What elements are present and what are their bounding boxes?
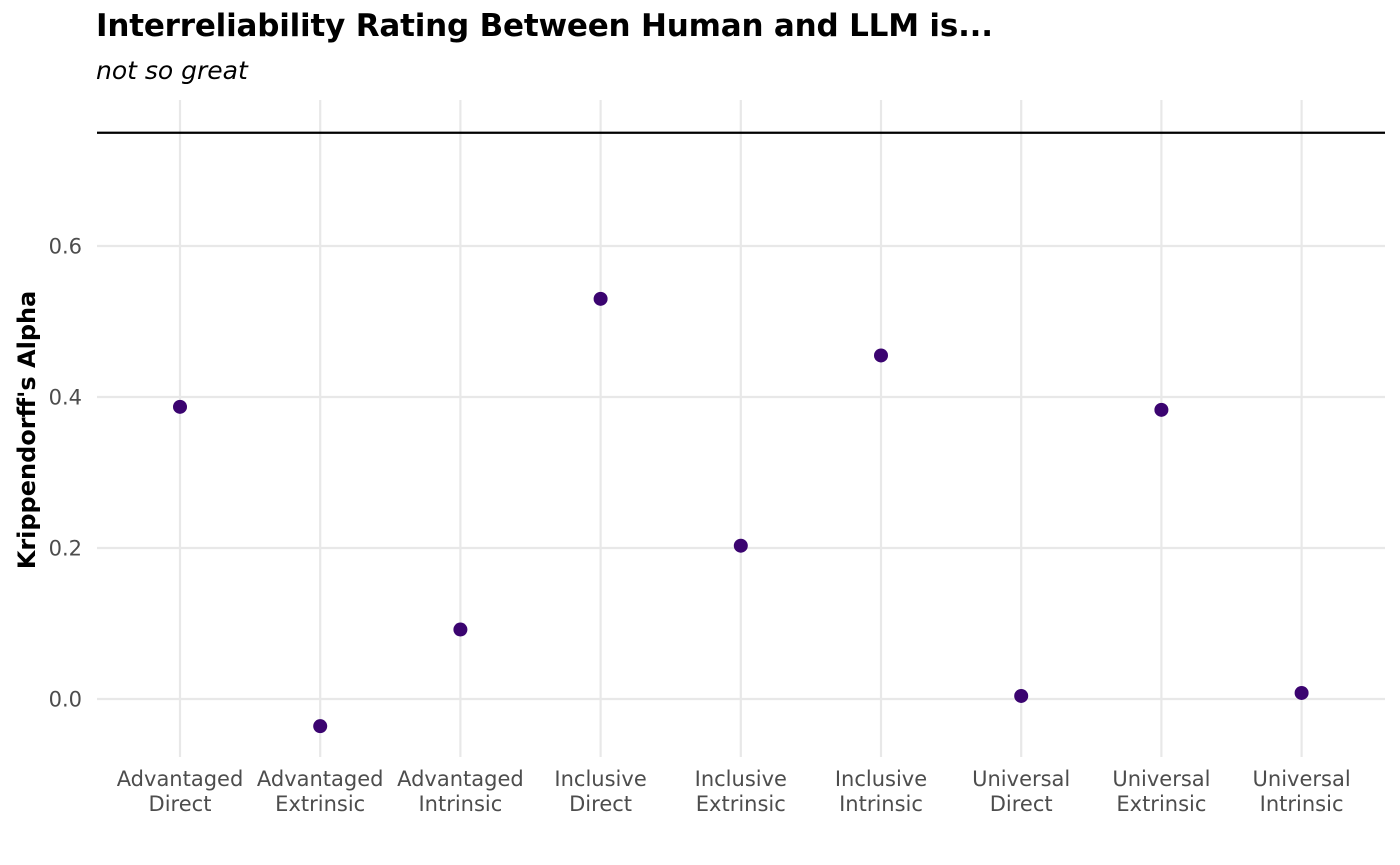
data-point [173, 399, 187, 414]
data-point [593, 291, 608, 306]
x-tick-label: Universal Direct [972, 767, 1070, 816]
data-point [1154, 402, 1169, 417]
points-layer [173, 291, 1309, 734]
x-tick-label: Advantaged Extrinsic [257, 767, 384, 816]
x-tick-label: Inclusive Direct [554, 767, 646, 816]
data-point [453, 622, 468, 637]
x-tick-labels: Advantaged Direct Advantaged Extrinsic Advan… [117, 767, 1351, 816]
y-tick-labels: 0.0 0.2 0.4 0.6 [49, 235, 82, 712]
data-point [733, 538, 748, 553]
chart-subtitle: not so great [96, 56, 248, 85]
grid-layer [97, 100, 1385, 757]
y-tick-label: 0.4 [49, 386, 82, 410]
x-tick-label: Advantaged Intrinsic [397, 767, 524, 816]
data-point [1014, 688, 1029, 703]
x-tick-label: Inclusive Intrinsic [835, 767, 927, 816]
y-tick-label: 0.6 [49, 235, 82, 259]
x-tick-label: Advantaged Direct [117, 767, 244, 816]
y-tick-label: 0.0 [49, 688, 82, 712]
x-tick-label: Universal Intrinsic [1253, 767, 1351, 816]
data-point [1294, 685, 1309, 700]
y-axis-title: Krippendorff's Alpha [13, 291, 41, 570]
x-tick-label: Inclusive Extrinsic [695, 767, 787, 816]
x-tick-label: Universal Extrinsic [1112, 767, 1210, 816]
y-tick-label: 0.2 [49, 537, 82, 561]
data-point [313, 719, 328, 734]
data-point [874, 348, 888, 363]
chart-title: Interreliability Rating Between Human an… [96, 8, 993, 44]
